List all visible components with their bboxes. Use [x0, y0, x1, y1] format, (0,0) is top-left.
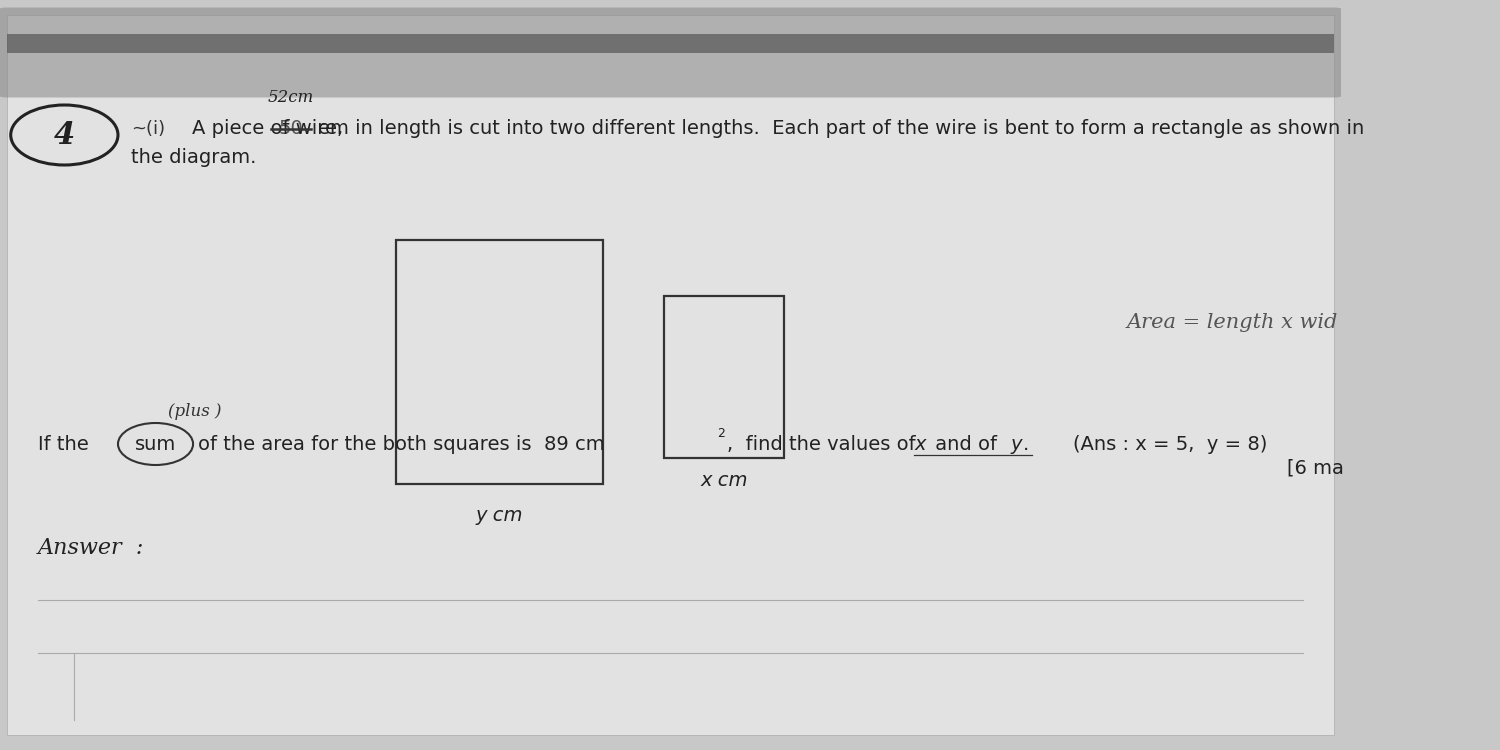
Bar: [396, 240, 603, 484]
Text: ,  find the values of: , find the values of: [726, 434, 921, 454]
Text: 52cm: 52cm: [268, 89, 314, 106]
Bar: [6, 34, 1334, 53]
Text: Area = length x wid: Area = length x wid: [1126, 313, 1338, 332]
Text: 50: 50: [279, 119, 303, 139]
Bar: [663, 296, 784, 458]
Text: y cm: y cm: [476, 506, 524, 525]
Text: (Ans : x = 5,  y = 8): (Ans : x = 5, y = 8): [1072, 434, 1268, 454]
Text: (plus ): (plus ): [168, 403, 220, 419]
Text: If the: If the: [38, 434, 88, 454]
Text: and of: and of: [928, 434, 1004, 454]
FancyBboxPatch shape: [0, 8, 1347, 98]
Text: [6 ma: [6 ma: [1287, 458, 1344, 478]
Text: sum: sum: [135, 434, 176, 454]
Text: of the area for the both squares is  89 cm: of the area for the both squares is 89 c…: [198, 434, 604, 454]
Text: Answer  :: Answer :: [38, 536, 144, 559]
Text: y: y: [1011, 434, 1023, 454]
Text: x cm: x cm: [700, 471, 747, 490]
Text: 4: 4: [54, 119, 75, 151]
Text: 2: 2: [717, 427, 724, 440]
FancyBboxPatch shape: [6, 15, 1334, 735]
Text: the diagram.: the diagram.: [132, 148, 256, 167]
Text: em in length is cut into two different lengths.  Each part of the wire is bent t: em in length is cut into two different l…: [318, 119, 1364, 139]
Text: x: x: [915, 434, 926, 454]
Text: .: .: [1023, 434, 1029, 454]
Text: ~(i): ~(i): [132, 120, 165, 138]
Text: A piece of wire,: A piece of wire,: [192, 119, 344, 139]
